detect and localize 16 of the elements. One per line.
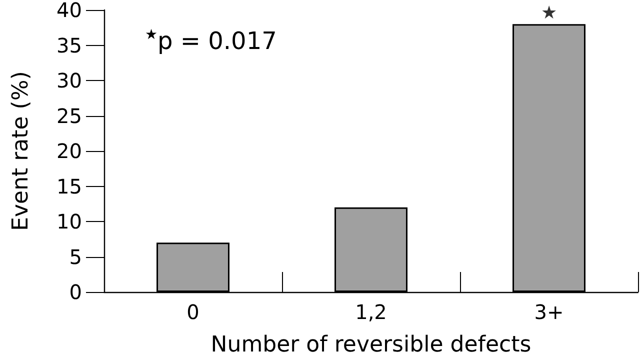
y-axis-title: Event rate (%) xyxy=(8,71,34,231)
y-tick-label: 35 xyxy=(56,33,82,58)
y-tick-label: 40 xyxy=(56,0,82,22)
annotation: ★ xyxy=(540,2,558,24)
y-tick-label: 20 xyxy=(56,139,82,163)
y-tick-label: 0 xyxy=(69,280,82,304)
x-tick-label: 3+ xyxy=(534,300,564,324)
y-tick-label: 15 xyxy=(56,174,82,198)
x-axis-title: Number of reversible defects xyxy=(210,332,532,358)
y-tick-label: 30 xyxy=(56,68,82,92)
annotation: ★p = 0.017 xyxy=(145,27,277,55)
y-tick-label: 10 xyxy=(56,210,82,234)
y-tick-label: 25 xyxy=(56,104,82,128)
y-tick-label: 5 xyxy=(69,244,82,269)
x-tick-label: 0 xyxy=(186,300,200,324)
x-tick-label: 1,2 xyxy=(355,300,387,324)
